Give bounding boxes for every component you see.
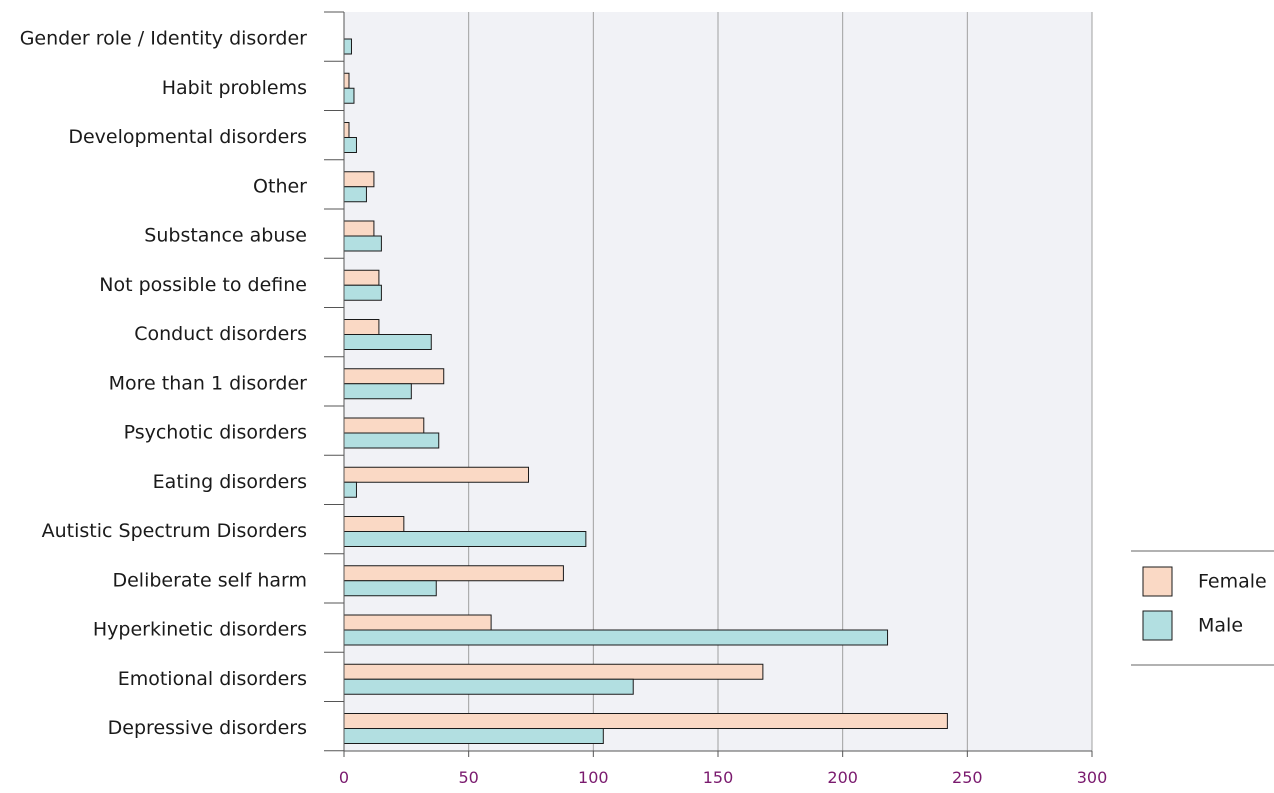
legend-label-female: Female (1198, 571, 1267, 593)
category-label: Not possible to define (99, 274, 307, 296)
bar-male (343, 432, 440, 449)
category-label: Conduct disorders (134, 323, 307, 345)
x-tick-label: 300 (1077, 768, 1108, 787)
bar-female (343, 269, 380, 286)
category-label: Developmental disorders (68, 126, 307, 148)
axes (324, 11, 1093, 757)
legend: Female Male (1131, 550, 1274, 666)
bar-female (343, 220, 375, 237)
x-tick-label: 0 (339, 768, 349, 787)
category-label: Gender role / Identity disorder (20, 28, 307, 50)
category-label: More than 1 disorder (109, 372, 308, 394)
bar-male (343, 38, 352, 55)
bar-female (343, 72, 350, 89)
bar-female (343, 122, 350, 138)
bar-male (343, 678, 634, 695)
category-label: Autistic Spectrum Disorders (42, 520, 307, 542)
bar-male (343, 383, 412, 400)
bar-male (343, 481, 357, 498)
bar-male (343, 580, 437, 597)
category-label: Substance abuse (144, 225, 307, 247)
category-label: Habit problems (162, 77, 307, 99)
legend-swatch-male (1142, 610, 1173, 641)
category-label: Emotional disorders (118, 668, 307, 690)
legend-label-male: Male (1198, 615, 1243, 637)
bar-female (343, 319, 380, 335)
bar-female (343, 713, 948, 729)
category-label: Hyperkinetic disorders (93, 619, 307, 641)
category-label: Psychotic disorders (124, 422, 307, 444)
category-label: Eating disorders (153, 471, 307, 493)
bar-male (343, 186, 367, 203)
x-tick-label: 150 (703, 768, 734, 787)
bar-female (343, 516, 405, 532)
grid-lines (468, 12, 1093, 751)
bar-male (343, 137, 357, 153)
bar-female (343, 565, 564, 582)
x-tick-label: 200 (827, 768, 858, 787)
category-labels: Gender role / Identity disorder Habit pro… (20, 28, 307, 740)
bar-female (343, 614, 492, 631)
bar-female (343, 417, 425, 434)
category-label: Depressive disorders (108, 717, 307, 739)
x-tick-labels: 0 50 100 150 200 250 300 (339, 768, 1107, 787)
bar-male (343, 531, 587, 547)
bar-male (343, 629, 889, 646)
x-tick-label: 50 (458, 768, 478, 787)
bar-male (343, 235, 382, 252)
bar-female (343, 663, 764, 680)
category-label: Deliberate self harm (112, 569, 307, 591)
bar-male (343, 284, 382, 301)
bar-female (343, 171, 375, 188)
bar-male (343, 87, 355, 104)
bar-female (343, 466, 530, 483)
legend-swatch-female (1142, 566, 1173, 597)
bar-male (343, 728, 604, 744)
x-tick-label: 250 (952, 768, 983, 787)
bar-female (343, 368, 445, 385)
x-tick-label: 100 (578, 768, 609, 787)
bar-male (343, 334, 432, 350)
category-label: Other (253, 175, 307, 197)
